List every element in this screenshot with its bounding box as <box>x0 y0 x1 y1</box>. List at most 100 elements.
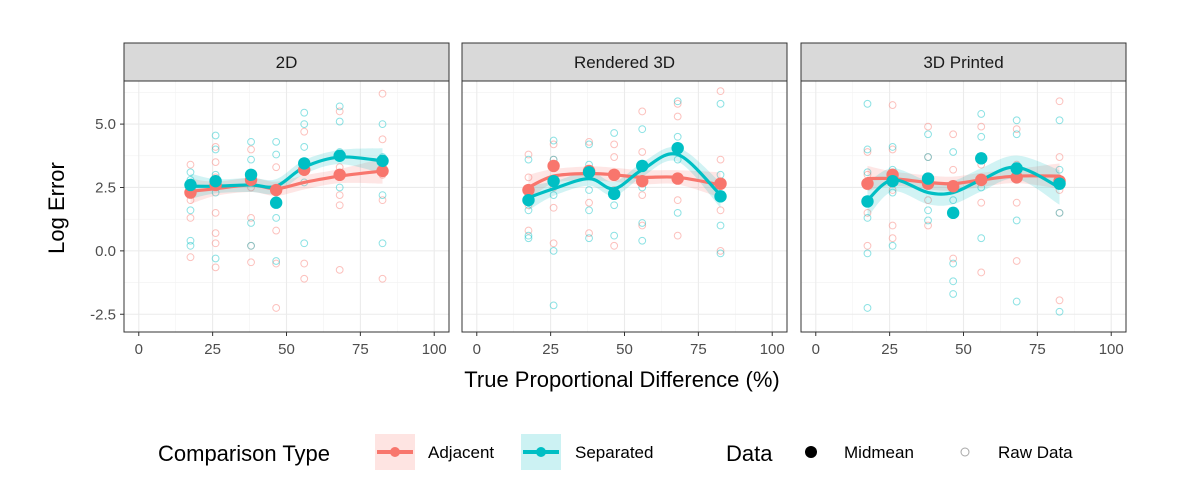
midmean-point-adjacent <box>1010 171 1023 184</box>
raw-point-separated <box>335 102 344 111</box>
y-tick-label: -2.5 <box>90 306 116 323</box>
midmean-point-separated <box>636 159 649 173</box>
raw-point-adjacent <box>1055 153 1064 161</box>
x-tick-label: 25 <box>881 341 898 358</box>
raw-point-adjacent <box>272 259 281 268</box>
midmean-point-separated <box>547 174 560 188</box>
raw-point-separated <box>335 183 344 192</box>
raw-point-adjacent <box>888 101 897 109</box>
raw-point-adjacent <box>247 241 255 250</box>
midmean-points-separated <box>522 141 727 207</box>
raw-point-adjacent <box>924 221 932 230</box>
raw-point-adjacent <box>549 239 558 248</box>
raw-point-adjacent <box>186 214 195 222</box>
raw-point-adjacent <box>888 234 897 243</box>
raw-point-adjacent <box>272 163 281 172</box>
raw-point-adjacent <box>638 107 647 116</box>
raw-point-separated <box>378 120 387 129</box>
raw-point-separated <box>888 188 897 197</box>
midmean-point-adjacent <box>333 168 346 182</box>
raw-point-adjacent <box>924 122 932 131</box>
raw-point-adjacent <box>610 153 619 161</box>
strip-label-rendered-3d: Rendered 3D <box>574 53 675 72</box>
raw-point-separated <box>272 150 281 159</box>
raw-point-adjacent <box>924 196 932 205</box>
raw-point-separated <box>716 99 725 108</box>
raw-point-separated <box>378 191 387 199</box>
raw-point-adjacent <box>524 226 533 235</box>
raw-point-adjacent <box>272 226 281 235</box>
legend-title-data: Data <box>726 441 773 466</box>
midmean-point-separated <box>921 172 935 185</box>
raw-point-separated <box>638 236 647 245</box>
raw-point-separated <box>585 140 593 149</box>
raw-point-adjacent <box>1055 97 1064 106</box>
raw-point-separated <box>863 214 872 222</box>
axis-titles: True Proportional Difference (%) Log Err… <box>44 162 780 392</box>
raw-point-separated <box>1055 165 1064 174</box>
x-tick-label: 0 <box>473 341 481 358</box>
legend-label-raw-data: Raw Data <box>998 443 1073 462</box>
midmean-point-separated <box>975 152 988 165</box>
raw-point-adjacent <box>673 231 682 240</box>
midmean-point-separated <box>714 190 727 203</box>
raw-point-separated <box>1012 130 1021 139</box>
raw-point-adjacent <box>335 201 344 210</box>
raw-point-adjacent <box>211 158 220 167</box>
raw-point-separated <box>300 108 309 117</box>
raw-point-adjacent <box>549 203 558 212</box>
raw-point-separated <box>300 120 309 129</box>
raw-point-adjacent <box>673 112 682 121</box>
facet-panels: 2D 0 25 50 75 100 -2.5 0.0 2.5 5.0 Rendered 3D 0 25 5… <box>90 42 1127 358</box>
raw-point-adjacent <box>524 173 533 182</box>
raw-point-adjacent <box>888 221 897 230</box>
raw-point-adjacent <box>300 127 309 136</box>
x-tick-label: 75 <box>690 341 707 358</box>
x-axis-title: True Proportional Difference (%) <box>464 367 779 392</box>
raw-point-adjacent <box>924 153 932 161</box>
raw-point-adjacent <box>247 214 255 222</box>
raw-point-separated <box>585 186 593 194</box>
raw-point-separated <box>272 214 281 222</box>
grid-lines <box>462 81 787 332</box>
midmean-point-separated <box>1053 177 1066 190</box>
raw-point-separated <box>716 221 725 230</box>
raw-point-adjacent <box>863 241 872 250</box>
midmean-point-adjacent <box>522 183 535 197</box>
raw-point-separated <box>638 219 647 227</box>
raw-point-adjacent <box>638 191 647 199</box>
raw-point-adjacent <box>378 274 387 283</box>
raw-point-adjacent <box>863 148 872 156</box>
raw-point-separated <box>272 257 281 265</box>
midmean-point-separated <box>269 196 283 209</box>
raw-point-separated <box>949 196 958 205</box>
strip-2d <box>123 42 450 82</box>
legend-label-separated: Separated <box>575 443 653 462</box>
midmean-point-separated <box>582 166 596 179</box>
midmean-point-separated <box>886 174 899 188</box>
raw-point-separated <box>863 249 872 258</box>
panel-rendered-3d: Rendered 3D 0 25 50 75 100 <box>461 42 788 358</box>
raw-point-adjacent <box>335 265 344 274</box>
midmean-point-adjacent <box>975 173 988 187</box>
midmean-point-adjacent <box>607 168 621 182</box>
raw-point-separated <box>524 231 533 240</box>
strip-label-2d: 2D <box>276 53 298 72</box>
raw-point-adjacent <box>378 135 387 144</box>
raw-point-separated <box>888 143 897 151</box>
raw-point-separated <box>673 208 682 217</box>
raw-point-adjacent <box>211 229 220 238</box>
raw-point-separated <box>673 97 682 106</box>
raw-point-adjacent <box>211 208 220 217</box>
raw-point-adjacent <box>247 258 255 267</box>
midmean-point-separated <box>244 168 258 182</box>
raw-point-adjacent <box>977 268 986 277</box>
raw-point-separated <box>247 241 255 250</box>
raw-point-separated <box>673 132 682 141</box>
legend-key-raw-data <box>960 447 970 457</box>
raw-point-adjacent <box>949 130 958 139</box>
raw-point-separated <box>1055 116 1064 125</box>
raw-point-separated <box>524 234 533 243</box>
raw-point-adjacent <box>585 229 593 238</box>
midmean-point-adjacent <box>671 172 684 185</box>
